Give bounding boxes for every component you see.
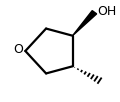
Text: OH: OH [97, 5, 117, 18]
Text: O: O [13, 43, 23, 57]
Polygon shape [73, 11, 97, 36]
